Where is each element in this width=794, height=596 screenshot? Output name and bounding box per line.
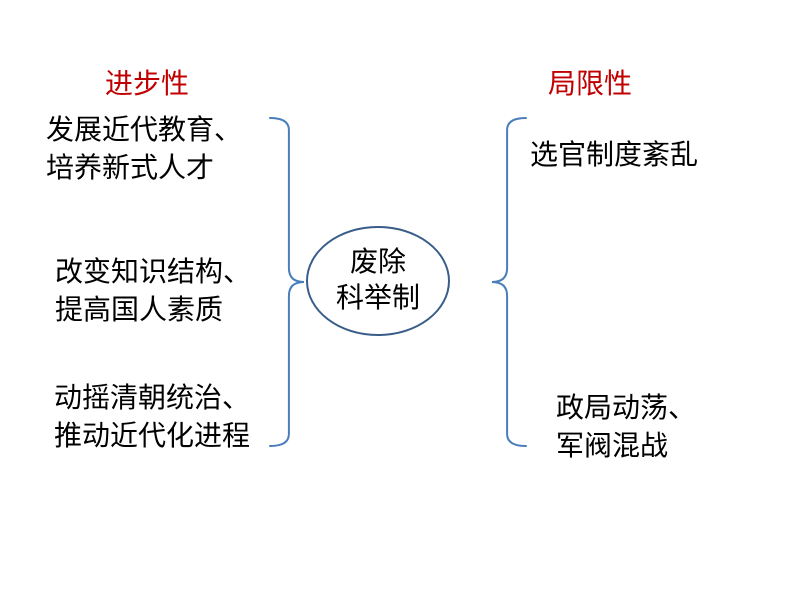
left-item-1-line2: 培养新式人才: [46, 150, 242, 188]
heading-limitation: 局限性: [548, 62, 632, 102]
left-item-1-line1: 发展近代教育、: [46, 112, 242, 150]
right-item-1-line1: 选官制度紊乱: [530, 137, 698, 175]
center-line2: 科举制: [336, 281, 420, 317]
right-item-1: 选官制度紊乱: [530, 137, 698, 175]
left-item-2-line2: 提高国人素质: [55, 292, 251, 330]
left-bracket-icon: [268, 116, 306, 448]
left-item-3-line2: 推动近代化进程: [54, 418, 250, 456]
right-item-2-line1: 政局动荡、: [556, 390, 696, 428]
left-item-2-line1: 改变知识结构、: [55, 254, 251, 292]
left-item-3-line1: 动摇清朝统治、: [54, 380, 250, 418]
heading-progress: 进步性: [105, 62, 189, 102]
left-item-2: 改变知识结构、 提高国人素质: [55, 254, 251, 330]
left-item-3: 动摇清朝统治、 推动近代化进程: [54, 380, 250, 456]
right-item-2: 政局动荡、 军阀混战: [556, 390, 696, 466]
center-line1: 废除: [350, 245, 406, 281]
left-item-1: 发展近代教育、 培养新式人才: [46, 112, 242, 188]
center-oval: 废除 科举制: [306, 226, 450, 336]
right-bracket-icon: [490, 116, 528, 448]
right-item-2-line2: 军阀混战: [556, 428, 696, 466]
